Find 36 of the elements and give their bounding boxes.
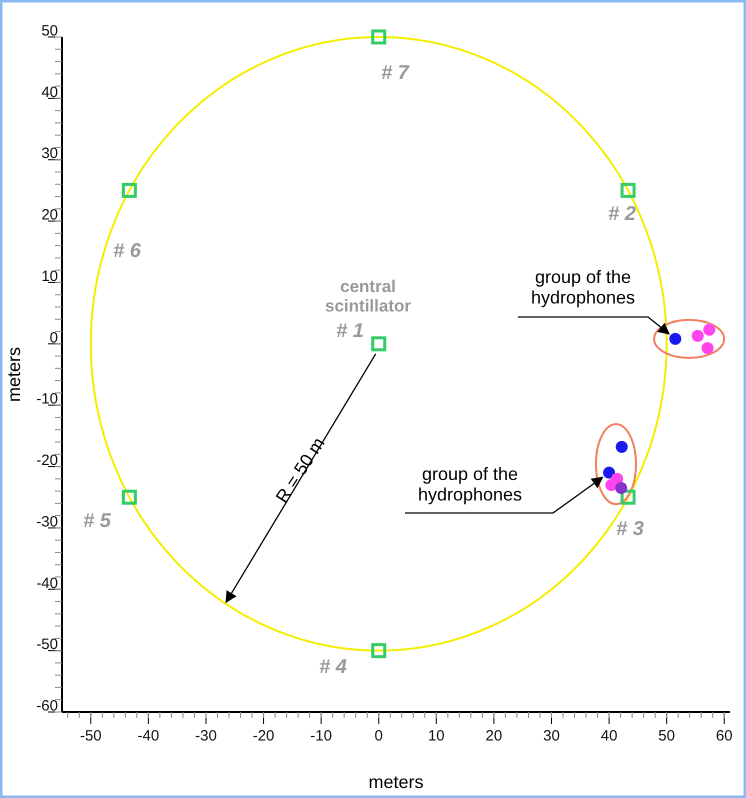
annotation: # 2 (608, 203, 636, 225)
annotation: # 1 (336, 320, 364, 342)
annotation: central scintillator (325, 277, 412, 316)
y-tick-label: -40 (36, 574, 58, 592)
y-tick-label: -30 (36, 513, 58, 530)
x-tick-label: 0 (374, 728, 383, 744)
x-tick-label: 10 (428, 728, 445, 744)
annotation: group of the hydrophones (418, 464, 522, 505)
x-axis-title: meters (368, 772, 424, 792)
y-tick-label: 50 (41, 22, 58, 40)
annotation: group of the hydrophones (530, 266, 636, 308)
x-tick-label: -40 (138, 728, 160, 744)
y-axis-title: meters (4, 346, 24, 402)
x-tick-label: 30 (543, 728, 560, 744)
y-tick-label: 20 (41, 206, 58, 224)
x-tick-label: -10 (310, 728, 332, 744)
annotation: # 5 (83, 510, 112, 532)
y-tick-label: 40 (41, 84, 58, 101)
y-tick-label: -60 (36, 698, 58, 714)
x-tick-label: -20 (252, 728, 274, 744)
x-tick-label: 50 (658, 728, 675, 744)
x-tick-label: -50 (80, 728, 102, 744)
y-tick-label: -20 (36, 452, 58, 470)
x-tick-label: 40 (600, 728, 618, 744)
x-tick-label: 20 (486, 728, 502, 744)
x-tick-label: 60 (716, 728, 733, 744)
annotation: # 4 (319, 656, 347, 678)
annotation: # 3 (616, 518, 644, 540)
y-tick-label: -10 (36, 390, 58, 408)
y-tick-label: 10 (41, 268, 58, 285)
x-tick-label: -30 (195, 728, 217, 744)
y-tick-label: -50 (36, 636, 58, 654)
annotation: # 6 (113, 240, 142, 262)
y-tick-label: 30 (41, 145, 58, 162)
y-tick-label: 0 (50, 329, 58, 346)
annotation: # 7 (381, 62, 410, 84)
